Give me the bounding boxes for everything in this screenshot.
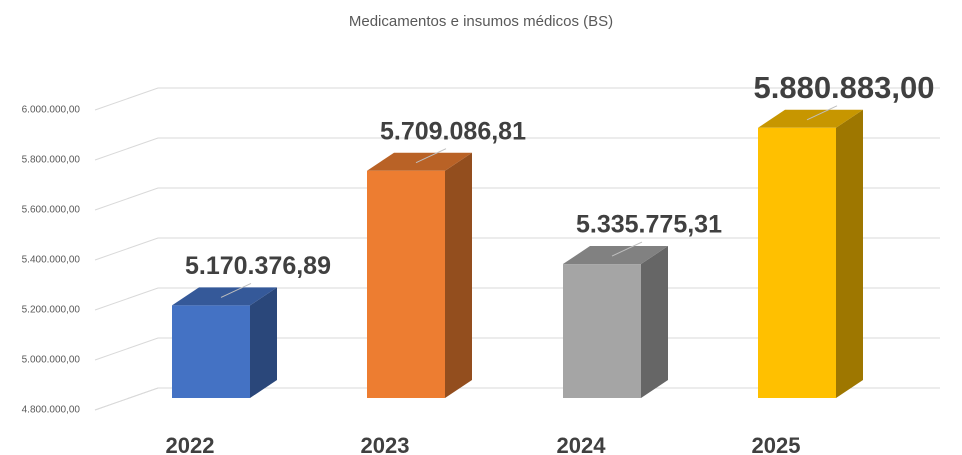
leader-line (415, 148, 447, 164)
bar-top (758, 109, 863, 128)
bar-top (367, 152, 472, 171)
y-tick-label: 4.800.000,00 (22, 405, 81, 416)
bar-top (563, 246, 668, 265)
bar-side (836, 109, 863, 399)
x-tick-label: 2025 (752, 433, 801, 455)
y-tick-label: 5.000.000,00 (22, 355, 81, 366)
y-tick-label: 5.800.000,00 (22, 155, 81, 166)
bar-front (367, 170, 445, 398)
y-tick-label: 5.600.000,00 (22, 205, 81, 216)
value-label: 5.880.883,00 (753, 70, 934, 105)
grid-line (94, 137, 940, 161)
bar-side (641, 246, 668, 398)
chart-title: Medicamentos e insumos médicos (BS) (349, 13, 613, 30)
bar-front (758, 127, 836, 399)
grid-line (94, 287, 940, 311)
grid-line (94, 387, 940, 411)
bar-front (563, 264, 641, 398)
x-tick-label: 2023 (361, 433, 410, 455)
y-tick-label: 5.200.000,00 (22, 305, 81, 316)
bar (367, 152, 472, 398)
value-label: 5.335.775,31 (576, 211, 722, 239)
value-label: 5.170.376,89 (185, 252, 331, 280)
x-tick-label: 2022 (166, 433, 215, 455)
leader-line (611, 241, 643, 257)
value-label: 5.709.086,81 (380, 117, 526, 145)
x-tick-label: 2024 (557, 433, 607, 455)
bar-side (250, 287, 277, 398)
bar-top (172, 287, 277, 306)
grid-line (94, 87, 940, 111)
y-tick-label: 5.400.000,00 (22, 255, 81, 266)
y-tick-label: 6.000.000,00 (22, 105, 81, 116)
bar-front (172, 305, 250, 398)
bar (172, 287, 277, 398)
leader-line (806, 105, 838, 121)
bar (758, 109, 863, 399)
grid-line (94, 337, 940, 361)
leader-line (220, 282, 252, 298)
bar (563, 246, 668, 398)
grid-line (94, 187, 940, 211)
bar-side (445, 152, 472, 398)
grid-line (94, 237, 940, 261)
